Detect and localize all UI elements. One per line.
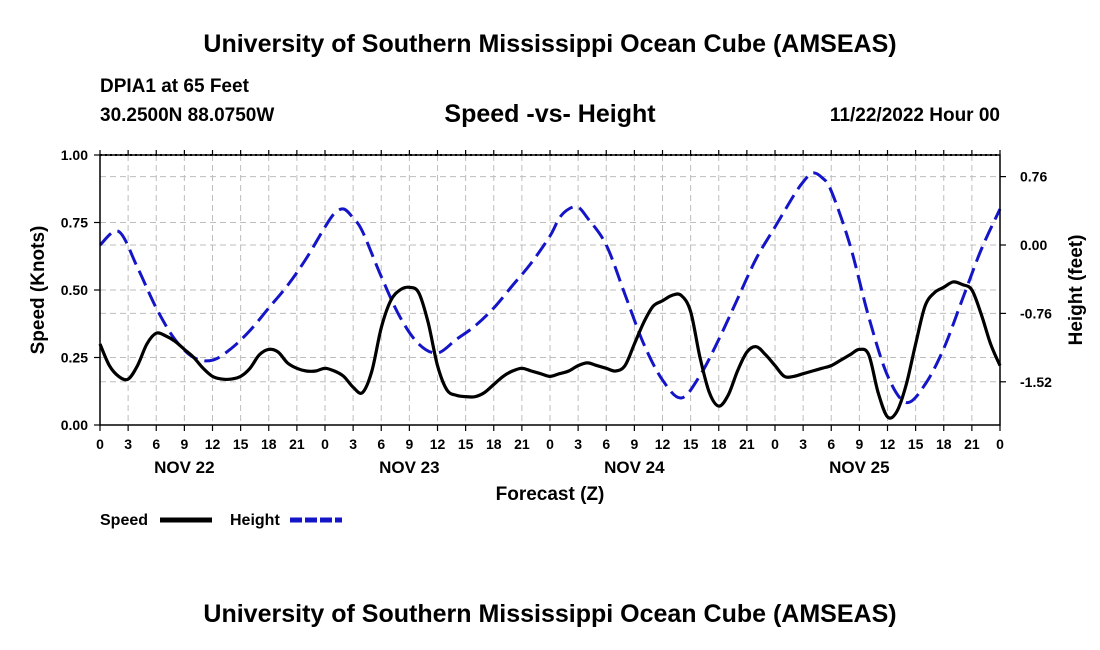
y-tick-label-left: 0.75: [61, 215, 88, 231]
x-tick-label: 18: [711, 436, 727, 452]
y-tick-label-right: -1.52: [1020, 374, 1052, 390]
series-line-speed: [98, 280, 1002, 420]
axes: 0 3 6 9 12 15 18 21 0 3 6 9 12 15 18 21 0 3 6 9 12 15 18 21 0 3 6 9…: [61, 147, 1052, 477]
coordinates-label: 30.2500N 88.0750W: [100, 105, 275, 126]
x-tick-label: 21: [739, 436, 755, 452]
y-tick-label-left: 0.50: [61, 282, 88, 298]
station-label: DPIA1 at 65 Feet: [100, 76, 249, 97]
y-tick-label-left: 1.00: [61, 147, 88, 163]
x-tick-label: 0: [771, 436, 779, 452]
x-tick-label: 18: [936, 436, 952, 452]
x-tick-label: 21: [964, 436, 980, 452]
x-tick-label: 18: [486, 436, 502, 452]
y-tick-label-right: 0.76: [1020, 169, 1047, 185]
x-tick-label: 15: [458, 436, 474, 452]
x-tick-label: 12: [205, 436, 221, 452]
x-tick-label: 0: [96, 436, 104, 452]
legend: Speed Height: [100, 512, 342, 529]
x-tick-label: 9: [405, 436, 413, 452]
x-tick-label: 0: [321, 436, 329, 452]
x-tick-label: 15: [233, 436, 249, 452]
x-day-label: NOV 22: [154, 458, 214, 477]
y-axis-right-title: Height (feet): [1066, 235, 1087, 346]
x-day-label: NOV 24: [604, 458, 665, 477]
x-tick-label: 6: [377, 436, 385, 452]
x-tick-label: 15: [908, 436, 924, 452]
x-tick-label: 6: [602, 436, 610, 452]
grid: [100, 155, 1000, 425]
legend-label-height: Height: [230, 512, 280, 529]
series-line-height: [98, 171, 1002, 405]
x-tick-label: 12: [880, 436, 896, 452]
x-tick-label: 15: [683, 436, 699, 452]
x-day-label: NOV 23: [379, 458, 439, 477]
footer-title: University of Southern Mississippi Ocean…: [203, 600, 897, 628]
x-tick-label: 21: [514, 436, 530, 452]
x-tick-label: 18: [261, 436, 277, 452]
x-tick-label: 6: [152, 436, 160, 452]
x-tick-label: 9: [855, 436, 863, 452]
x-axis-title: Forecast (Z): [496, 484, 605, 505]
y-tick-label-right: 0.00: [1020, 237, 1047, 253]
x-tick-label: 3: [349, 436, 357, 452]
chart-subtitle: Speed -vs- Height: [444, 100, 656, 128]
x-tick-label: 21: [289, 436, 305, 452]
x-tick-label: 0: [546, 436, 554, 452]
x-tick-label: 12: [655, 436, 671, 452]
legend-label-speed: Speed: [100, 512, 148, 529]
y-tick-label-right: -0.76: [1020, 305, 1052, 321]
x-tick-label: 3: [799, 436, 807, 452]
forecast-date-label: 11/22/2022 Hour 00: [829, 105, 1000, 126]
x-tick-label: 9: [180, 436, 188, 452]
y-axis-left-title: Speed (Knots): [28, 226, 49, 355]
y-tick-label-left: 0.00: [61, 417, 88, 433]
chart-title: University of Southern Mississippi Ocean…: [203, 30, 897, 58]
x-tick-label: 12: [430, 436, 446, 452]
x-tick-label: 6: [827, 436, 835, 452]
x-tick-label: 3: [124, 436, 132, 452]
x-day-label: NOV 25: [829, 458, 889, 477]
y-tick-label-left: 0.25: [61, 350, 88, 366]
series-layer: [98, 171, 1002, 420]
x-tick-label: 9: [630, 436, 638, 452]
x-tick-label: 0: [996, 436, 1004, 452]
x-tick-label: 3: [574, 436, 582, 452]
